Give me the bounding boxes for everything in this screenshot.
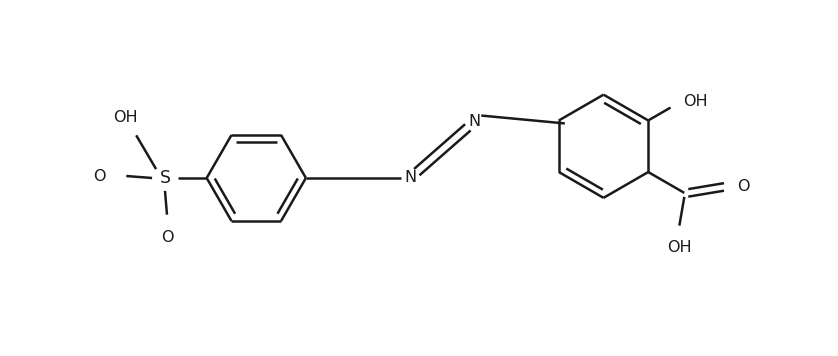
Text: OH: OH [113,110,137,125]
Text: O: O [737,179,750,194]
Text: N: N [404,171,416,185]
Text: OH: OH [683,94,707,109]
Text: O: O [161,230,173,245]
Text: OH: OH [667,240,691,255]
Text: S: S [159,169,170,187]
Text: N: N [468,114,481,129]
Text: O: O [93,168,106,183]
